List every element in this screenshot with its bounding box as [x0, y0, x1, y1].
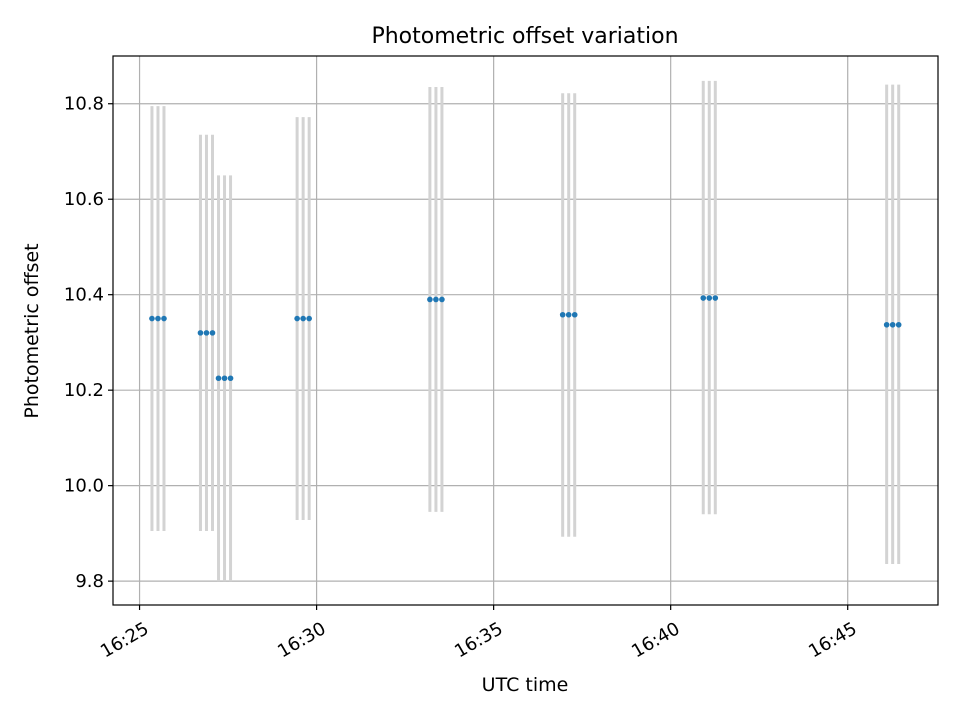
- data-point: [149, 315, 155, 322]
- data-point: [221, 375, 228, 382]
- y-axis-label: Photometric offset: [21, 243, 43, 418]
- data-points: [149, 295, 902, 382]
- data-point: [306, 315, 312, 322]
- data-point: [300, 315, 306, 322]
- y-tick-label: 10.8: [64, 94, 104, 115]
- chart-title: Photometric offset variation: [371, 24, 678, 49]
- data-point: [895, 321, 902, 328]
- data-point: [700, 295, 707, 301]
- data-point: [427, 296, 433, 303]
- data-point: [227, 375, 234, 382]
- data-point: [203, 330, 210, 336]
- data-point: [439, 296, 445, 303]
- y-tick-label: 10.0: [64, 476, 104, 497]
- grid: [113, 56, 938, 605]
- y-tick-label: 9.8: [75, 571, 104, 592]
- data-point: [155, 315, 161, 322]
- data-point: [889, 321, 896, 328]
- y-tick-label: 10.2: [64, 380, 104, 401]
- data-point: [712, 295, 719, 301]
- data-point: [565, 311, 572, 318]
- data-point: [559, 311, 566, 318]
- data-point: [706, 295, 713, 301]
- plot-frame: [112, 55, 939, 606]
- data-point: [433, 296, 439, 303]
- data-point: [571, 311, 578, 318]
- data-point: [209, 330, 216, 336]
- data-point: [161, 315, 167, 322]
- y-axis-ticks: 9.8 10.0 10.2 10.4 10.6 10.8: [64, 94, 113, 592]
- y-tick-label: 10.6: [64, 189, 104, 210]
- data-point: [294, 315, 300, 322]
- data-point: [215, 375, 222, 382]
- data-point: [883, 321, 890, 328]
- y-tick-label: 10.4: [64, 285, 104, 306]
- data-point: [197, 330, 204, 336]
- x-axis-label: UTC time: [482, 674, 569, 696]
